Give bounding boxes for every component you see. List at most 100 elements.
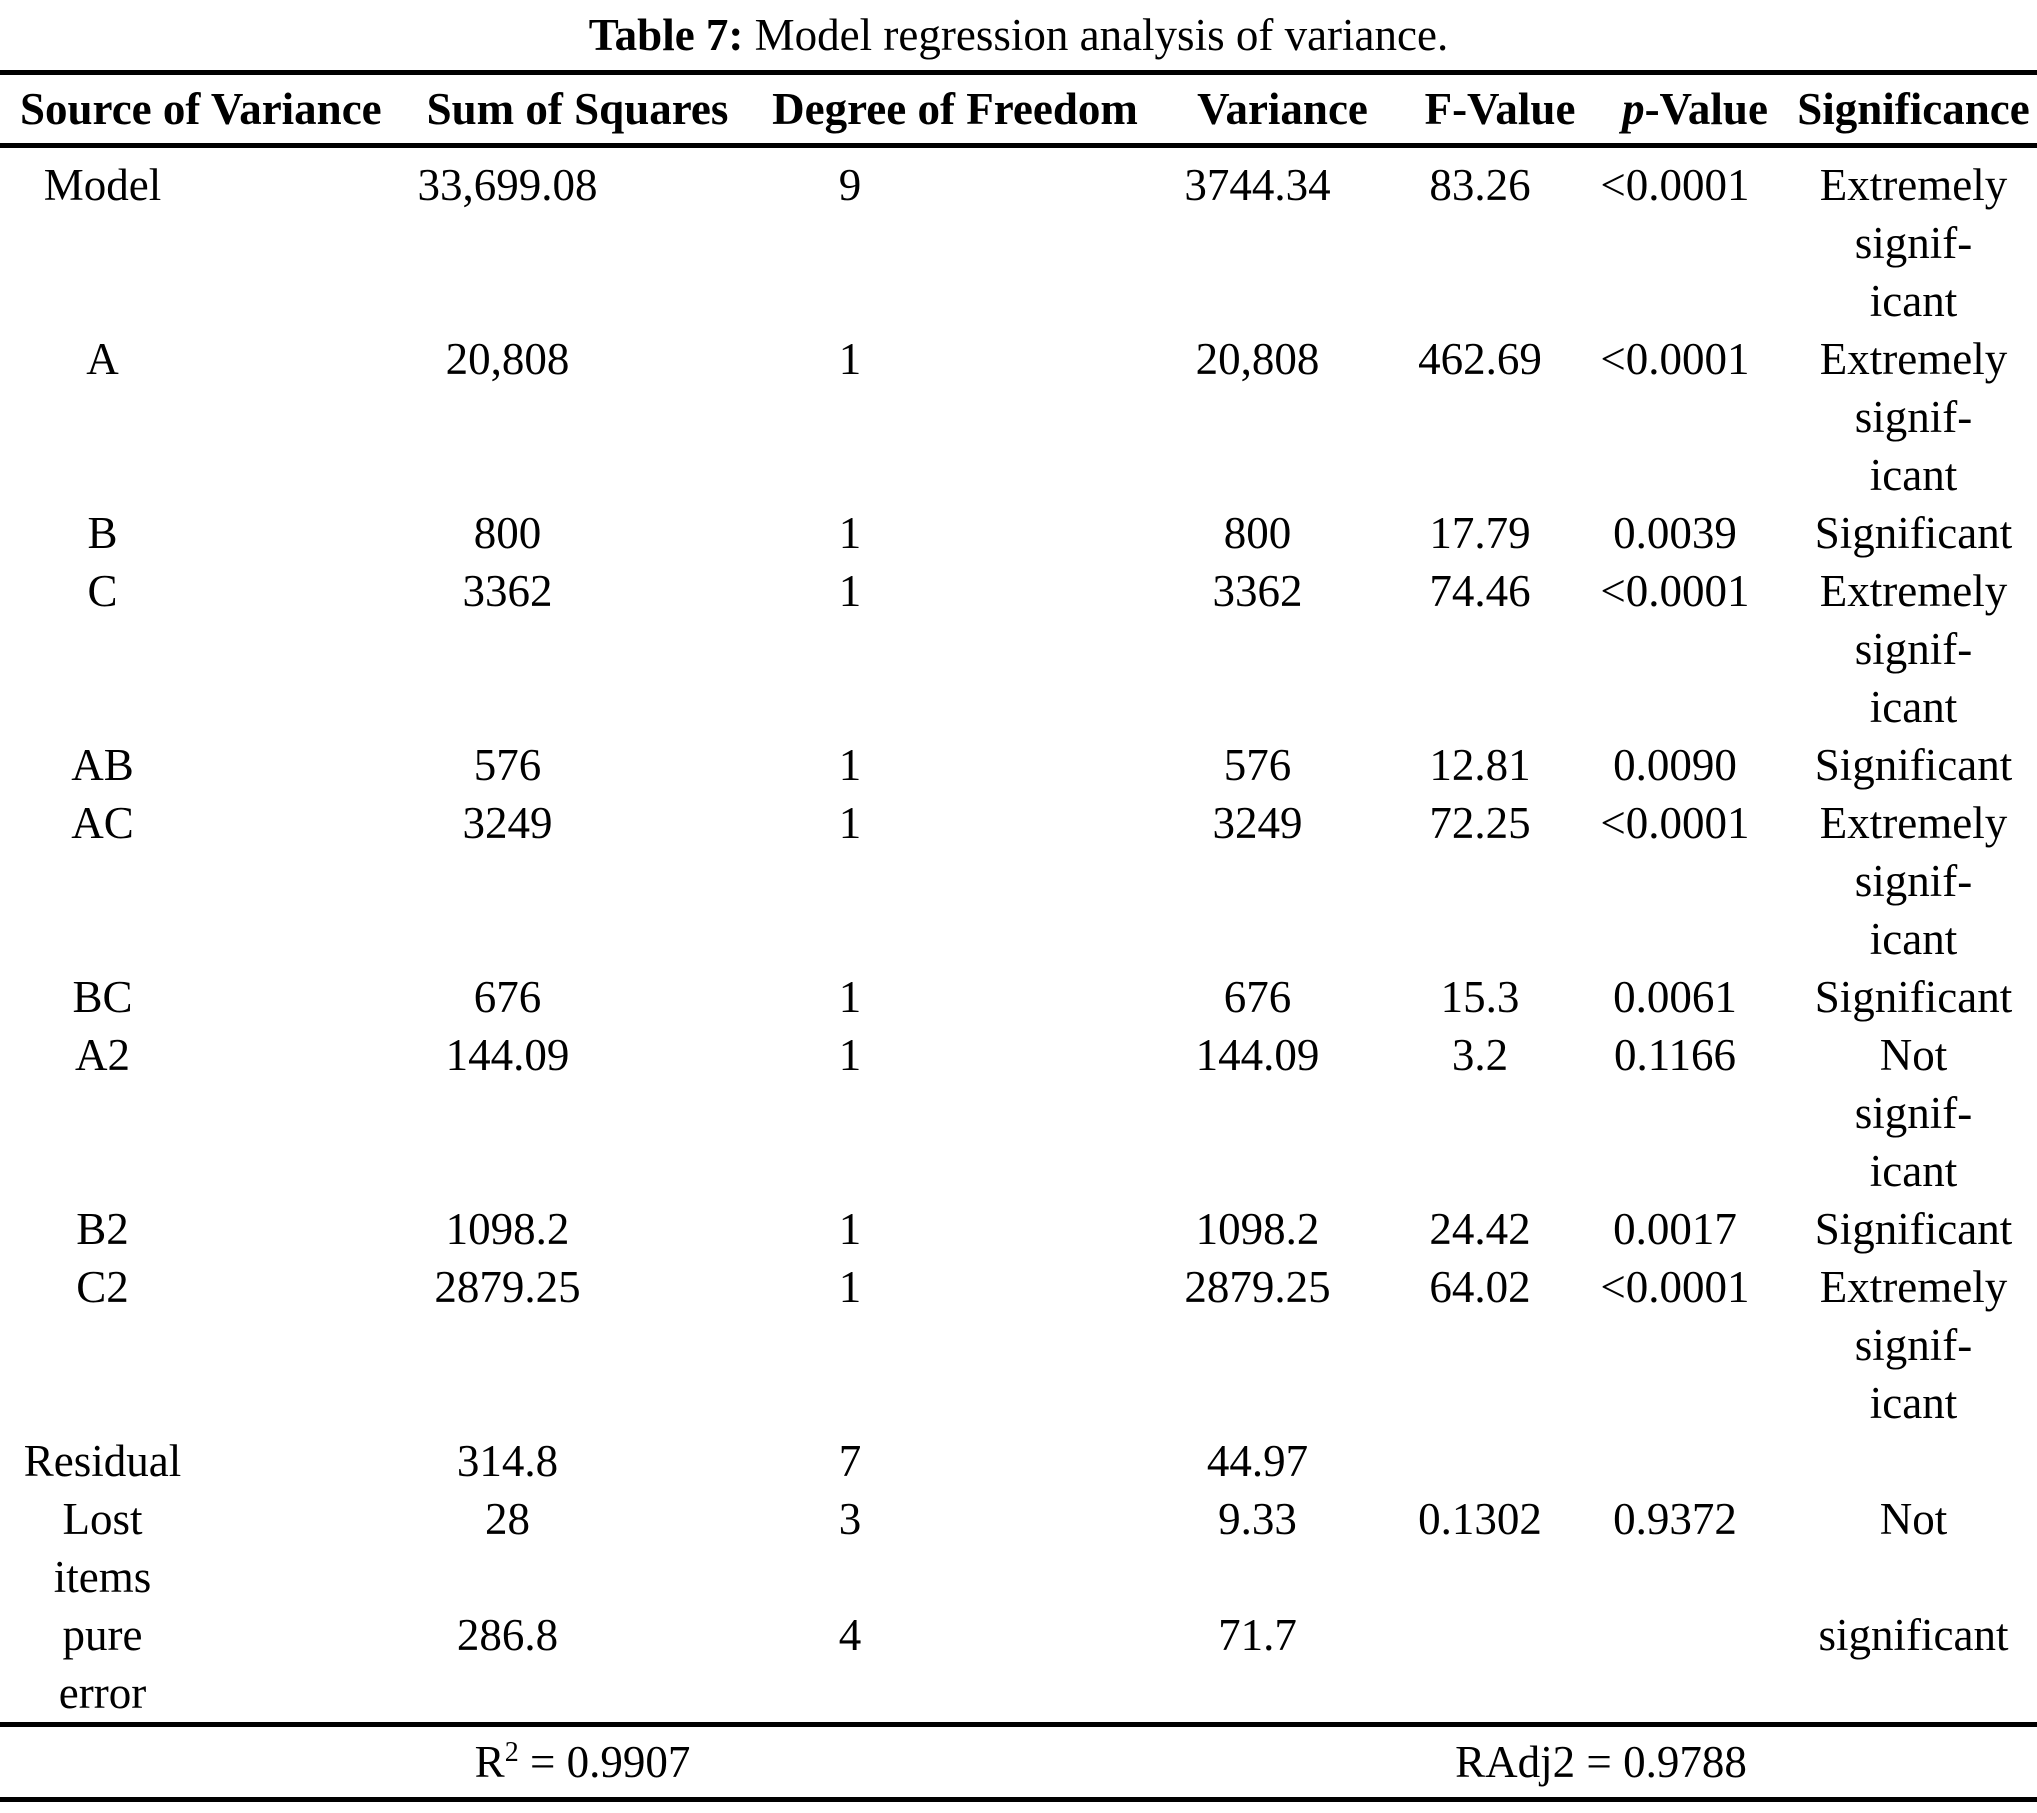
cell-df: 1 [838,566,862,616]
cell-ss: 576 [473,740,542,790]
cell-df: 3 [838,1494,862,1544]
cell-sig: Significant [1814,972,2013,1022]
cell-p: 0.0090 [1613,740,1737,790]
cell-f: 64.02 [1429,1262,1531,1312]
cell-f: 83.26 [1429,160,1531,210]
cell-ss: 3362 [462,566,553,616]
anova-table: Source of Variance Sum of Squares Degree… [0,70,2037,1802]
cell-p: 0.0039 [1613,508,1737,558]
table-header: Source of Variance Sum of Squares Degree… [0,72,2037,148]
cell-ss: 144.09 [445,1030,570,1080]
table-caption-label: Table 7: [588,10,744,60]
cell-variance: 1098.2 [1195,1204,1320,1254]
table-row: AC 3249 1 3249 72.25 <0.0001 Extremely signif-… [0,794,2037,968]
table-row: C 3362 1 3362 74.46 <0.0001 Extremely signif- … [0,562,2037,736]
cell-source: AC [71,798,134,848]
cell-ss: 20,808 [445,334,570,384]
cell-sig: Extremely signif- icant [1819,798,2008,964]
cell-sig: Extremely signif- icant [1819,334,2008,500]
footer-row: R2 = 0.9907 RAdj2 = 0.9788 [0,1722,2037,1800]
header-sum-of-squares: Sum of Squares [410,72,745,148]
cell-source: Residual [23,1436,182,1486]
cell-f: 12.81 [1429,740,1531,790]
footer-r-adjusted: RAdj2 = 0.9788 [1165,1722,2037,1800]
cell-sig: significant [1818,1610,2009,1660]
cell-df: 7 [838,1436,862,1486]
cell-f: 74.46 [1429,566,1531,616]
table-row: B 800 1 800 17.79 0.0039 Significant [0,504,2037,562]
table-row: A2 144.09 1 144.09 3.2 0.1166 Not signif- ican… [0,1026,2037,1200]
cell-ss: 3249 [462,798,553,848]
cell-variance: 800 [1223,508,1292,558]
cell-source: B [87,508,118,558]
table-caption-text: Model regression analysis of variance. [743,10,1449,60]
table-footer: R2 = 0.9907 RAdj2 = 0.9788 [0,1722,2037,1800]
cell-df: 9 [838,160,862,210]
cell-source: pure error [58,1610,147,1718]
cell-p: 0.9372 [1613,1494,1737,1544]
cell-sig: Significant [1814,508,2013,558]
cell-variance: 676 [1223,972,1292,1022]
cell-p: <0.0001 [1600,566,1750,616]
footer-r-squared: R2 = 0.9907 [0,1722,1165,1800]
table-row: Lost items 28 3 9.33 0.1302 0.9372 Not [0,1490,2037,1606]
cell-f: 72.25 [1429,798,1531,848]
table-row: BC 676 1 676 15.3 0.0061 Significant [0,968,2037,1026]
cell-f: 15.3 [1440,972,1520,1022]
cell-f: 17.79 [1429,508,1531,558]
cell-source: Lost items [53,1494,152,1602]
cell-ss: 2879.25 [434,1262,581,1312]
cell-sig: Not [1879,1494,1948,1544]
header-p-value-italic-p: p [1622,84,1645,134]
cell-ss: 314.8 [456,1436,559,1486]
cell-p: <0.0001 [1600,160,1750,210]
cell-df: 1 [838,1262,862,1312]
cell-variance: 44.97 [1206,1436,1309,1486]
cell-p: <0.0001 [1600,798,1750,848]
r-squared-superscript: 2 [504,1737,519,1768]
cell-ss: 1098.2 [445,1204,570,1254]
table-row: Model 33,699.08 9 3744.34 83.26 <0.0001 Extrem… [0,146,2037,331]
cell-sig [1790,1432,2037,1490]
header-f-value: F-Value [1400,72,1600,148]
cell-ss: 33,699.08 [417,160,598,210]
table-row: Residual 314.8 7 44.97 [0,1432,2037,1490]
header-variance: Variance [1165,72,1400,148]
cell-p: 0.0061 [1613,972,1737,1022]
cell-ss: 28 [485,1494,530,1544]
cell-variance: 3362 [1212,566,1303,616]
cell-f [1400,1606,1600,1725]
cell-p: 0.0017 [1613,1204,1737,1254]
cell-f: 462.69 [1418,334,1542,384]
cell-sig: Significant [1814,740,2013,790]
cell-df: 1 [838,334,862,384]
r-squared-value: = 0.9907 [518,1737,691,1787]
cell-f: 0.1302 [1418,1494,1542,1544]
table-row: AB 576 1 576 12.81 0.0090 Significant [0,736,2037,794]
cell-sig: Extremely signif- icant [1819,566,2008,732]
cell-f: 3.2 [1451,1030,1509,1080]
header-p-value: p-Value [1600,72,1790,148]
header-degree-of-freedom: Degree of Freedom [745,72,1165,148]
cell-source: B2 [76,1204,129,1254]
cell-ss: 676 [473,972,542,1022]
table-row: B2 1098.2 1 1098.2 24.42 0.0017 Significant [0,1200,2037,1258]
cell-source: Model [43,160,162,210]
cell-variance: 3744.34 [1184,160,1331,210]
cell-source: A [86,334,119,384]
table-row: A 20,808 1 20,808 462.69 <0.0001 Extremely sig… [0,330,2037,504]
cell-variance: 9.33 [1218,1494,1297,1544]
cell-df: 1 [838,508,862,558]
cell-df: 1 [838,798,862,848]
header-row: Source of Variance Sum of Squares Degree… [0,72,2037,148]
cell-variance: 20,808 [1195,334,1320,384]
cell-variance: 144.09 [1195,1030,1320,1080]
cell-sig: Extremely signif- icant [1819,160,2008,326]
cell-f [1400,1432,1600,1490]
cell-source: BC [72,972,133,1022]
table-body: Model 33,699.08 9 3744.34 83.26 <0.0001 Extrem… [0,146,2037,1725]
cell-variance: 3249 [1212,798,1303,848]
cell-sig: Significant [1814,1204,2013,1254]
cell-source: AB [71,740,134,790]
cell-source: C2 [76,1262,129,1312]
